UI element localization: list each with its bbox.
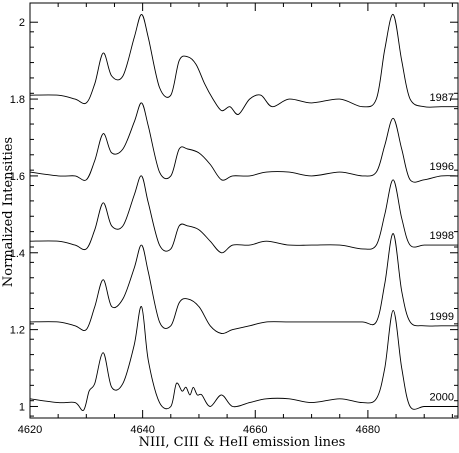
series-line-1999 xyxy=(29,233,458,335)
y-tick-label: 1.2 xyxy=(10,325,25,337)
series-line-1996 xyxy=(29,102,459,183)
series-label-2000: 2000 xyxy=(430,391,454,403)
series-label-1987: 1987 xyxy=(430,92,454,104)
x-tick-label: 4680 xyxy=(356,424,380,436)
x-tick-label: 4640 xyxy=(130,424,154,436)
series-line-1998 xyxy=(29,175,458,254)
y-tick-label: 1.6 xyxy=(10,171,25,183)
plot-area xyxy=(29,2,459,419)
y-axis-label: Normalized Intensities xyxy=(1,137,16,287)
x-axis: 4620 4640 4660 4680 xyxy=(18,3,453,436)
x-axis-label: NIII, CIII & HeII emission lines xyxy=(139,435,346,450)
x-tick-label: 4660 xyxy=(243,424,267,436)
series-labels: 1987 1996 1998 1999 2000 xyxy=(430,92,454,404)
y-tick-label: 2 xyxy=(19,17,25,29)
series-line-1987 xyxy=(29,14,458,115)
series-label-1999: 1999 xyxy=(430,311,454,323)
x-tick-label: 4620 xyxy=(18,424,42,436)
y-tick-label: 1.4 xyxy=(10,248,25,260)
y-tick-label: 1 xyxy=(19,401,25,413)
y-axis: 1 1.2 1.4 1.6 1.8 2 xyxy=(10,17,458,417)
plot-frame xyxy=(29,2,459,419)
series-line-2000 xyxy=(29,306,458,412)
series-label-1998: 1998 xyxy=(430,230,454,242)
series-traces xyxy=(29,14,459,412)
series-label-1996: 1996 xyxy=(430,161,454,173)
y-tick-label: 1.8 xyxy=(10,94,25,106)
